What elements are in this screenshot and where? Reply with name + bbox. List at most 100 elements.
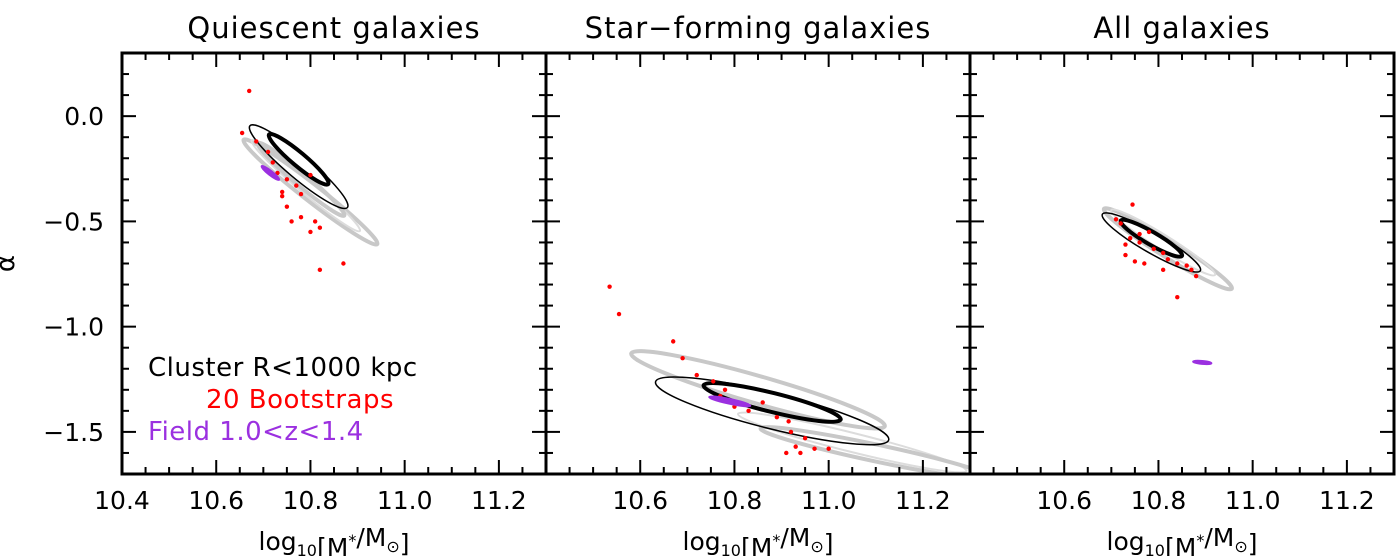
x-tick-label: 10.4 <box>94 486 150 515</box>
bootstrap-point <box>1151 246 1156 251</box>
y-tick-label: −0.5 <box>43 207 104 236</box>
y-axis-label: α <box>0 255 21 272</box>
bootstrap-point <box>798 450 803 456</box>
x-axis-label-part: ⊙ <box>386 537 399 556</box>
bootstrap-point <box>298 191 304 197</box>
x-tick-label: 10.6 <box>1036 486 1092 515</box>
x-axis-label-part: ] <box>824 529 834 556</box>
bootstrap-point <box>1123 252 1128 258</box>
bootstrap-point <box>1189 267 1194 273</box>
bootstrap-point <box>694 372 699 378</box>
plot-area <box>1101 202 1234 366</box>
panel-3: 10.6 10.8 11.0 11.2 All galaxies log10[M*/M⊙] <box>968 11 1396 560</box>
x-tick-label: 11.2 <box>895 486 951 515</box>
bootstrap-point <box>284 177 290 182</box>
bootstrap-point <box>1160 267 1166 273</box>
bootstrap-point <box>289 219 294 224</box>
x-axis-label-part: * <box>772 531 780 550</box>
x-axis-label-part: log <box>683 527 721 556</box>
panel-frame <box>968 51 1396 476</box>
panel-frame <box>544 51 972 476</box>
bootstrap-point <box>1123 242 1128 247</box>
bootstrap-point <box>284 204 290 209</box>
bootstrap-point <box>1165 257 1171 262</box>
bootstrap-point <box>1137 231 1142 237</box>
x-axis-label-part: ] <box>400 529 410 556</box>
x-axis-label-part: ⊙ <box>1234 537 1247 556</box>
plot-area <box>239 88 380 273</box>
x-tick-label: 10.6 <box>612 486 668 515</box>
bootstrap-point <box>1130 202 1135 207</box>
panel-2: 10.6 10.8 11.0 11.2 Star−forming galaxies log… <box>544 11 972 560</box>
bootstrap-point <box>671 339 676 344</box>
x-axis-label-part: * <box>348 531 356 550</box>
bootstrap-point <box>298 214 304 220</box>
bootstrap-point <box>265 149 271 155</box>
y-tick-label: −1.5 <box>43 418 104 447</box>
field-contour <box>260 165 281 181</box>
x-axis-label-part: 10 <box>297 541 317 556</box>
x-tick-label: 10.8 <box>707 486 763 515</box>
bootstrap-point <box>317 267 323 273</box>
x-axis-label-part: /M <box>1204 523 1234 552</box>
x-axis-label-part: log <box>259 527 297 556</box>
x-tick-label: 11.0 <box>1225 486 1281 515</box>
cluster-contour-thin <box>654 376 890 446</box>
bootstrap-point <box>308 229 313 235</box>
bootstrap-contour <box>1101 206 1234 292</box>
bootstrap-point <box>774 414 780 420</box>
cluster-contour-thick <box>266 131 331 187</box>
x-tick-label: 10.6 <box>188 486 244 515</box>
bootstrap-point <box>786 419 791 424</box>
x-axis-label-part: [M <box>1165 533 1196 556</box>
cluster-contour-thin <box>1101 212 1202 273</box>
bootstrap-point <box>788 429 794 435</box>
bootstrap-point <box>680 356 685 361</box>
x-tick-label: 11.0 <box>801 486 857 515</box>
bootstrap-point <box>722 387 728 392</box>
x-tick-label: 11.2 <box>471 486 527 515</box>
bootstrap-point <box>784 450 789 456</box>
bootstrap-point <box>711 379 716 384</box>
panel-title: Star−forming galaxies <box>585 11 932 45</box>
x-tick-label: 11.0 <box>377 486 433 515</box>
bootstrap-point <box>254 139 259 144</box>
bootstrap-point <box>1142 261 1147 266</box>
bootstrap-point <box>1184 263 1189 268</box>
cluster-contour-thin <box>248 124 349 210</box>
plot-area <box>607 284 970 474</box>
x-axis-label-part: /M <box>356 523 386 552</box>
bootstrap-point <box>279 189 285 195</box>
x-axis-label-part: [M <box>317 533 348 556</box>
x-tick-label: 11.2 <box>1319 486 1375 515</box>
x-axis-label-part: log <box>1107 527 1145 556</box>
panel-1: 10.4 10.6 10.8 11.0 11.2 0.0 −0.5 −1.0 −1.5 Quies… <box>0 11 548 560</box>
x-tick-label: 10.8 <box>1131 486 1187 515</box>
bootstrap-point <box>760 400 765 405</box>
x-tick-label: 10.8 <box>283 486 339 515</box>
x-axis-label-part: * <box>1196 531 1204 550</box>
bootstrap-point <box>1118 221 1123 226</box>
bootstrap-point <box>294 183 299 188</box>
bootstrap-point <box>607 284 612 289</box>
x-axis-label-part: [M <box>741 533 772 556</box>
x-axis-label: log10[M*/M⊙] <box>1107 523 1258 556</box>
bootstrap-point <box>239 130 245 136</box>
legend-entry: 20 Bootstraps <box>206 385 394 415</box>
x-axis-label-part: ⊙ <box>810 537 823 556</box>
field-contour <box>1192 359 1213 366</box>
bootstrap-point <box>308 172 313 178</box>
bootstrap-point <box>247 88 252 94</box>
bootstrap-point <box>270 160 275 165</box>
bootstrap-point <box>312 219 318 224</box>
bootstrap-point <box>793 444 798 449</box>
x-axis-label-part: /M <box>780 523 810 552</box>
x-axis-label-part: 10 <box>721 541 741 556</box>
bootstrap-point <box>1193 273 1199 279</box>
legend-entry: Field 1.0<z<1.4 <box>148 417 364 447</box>
field-contour <box>708 395 752 408</box>
y-tick-label: 0.0 <box>64 102 104 131</box>
bootstrap-point <box>1160 250 1166 256</box>
bootstrap-point <box>1175 261 1180 266</box>
